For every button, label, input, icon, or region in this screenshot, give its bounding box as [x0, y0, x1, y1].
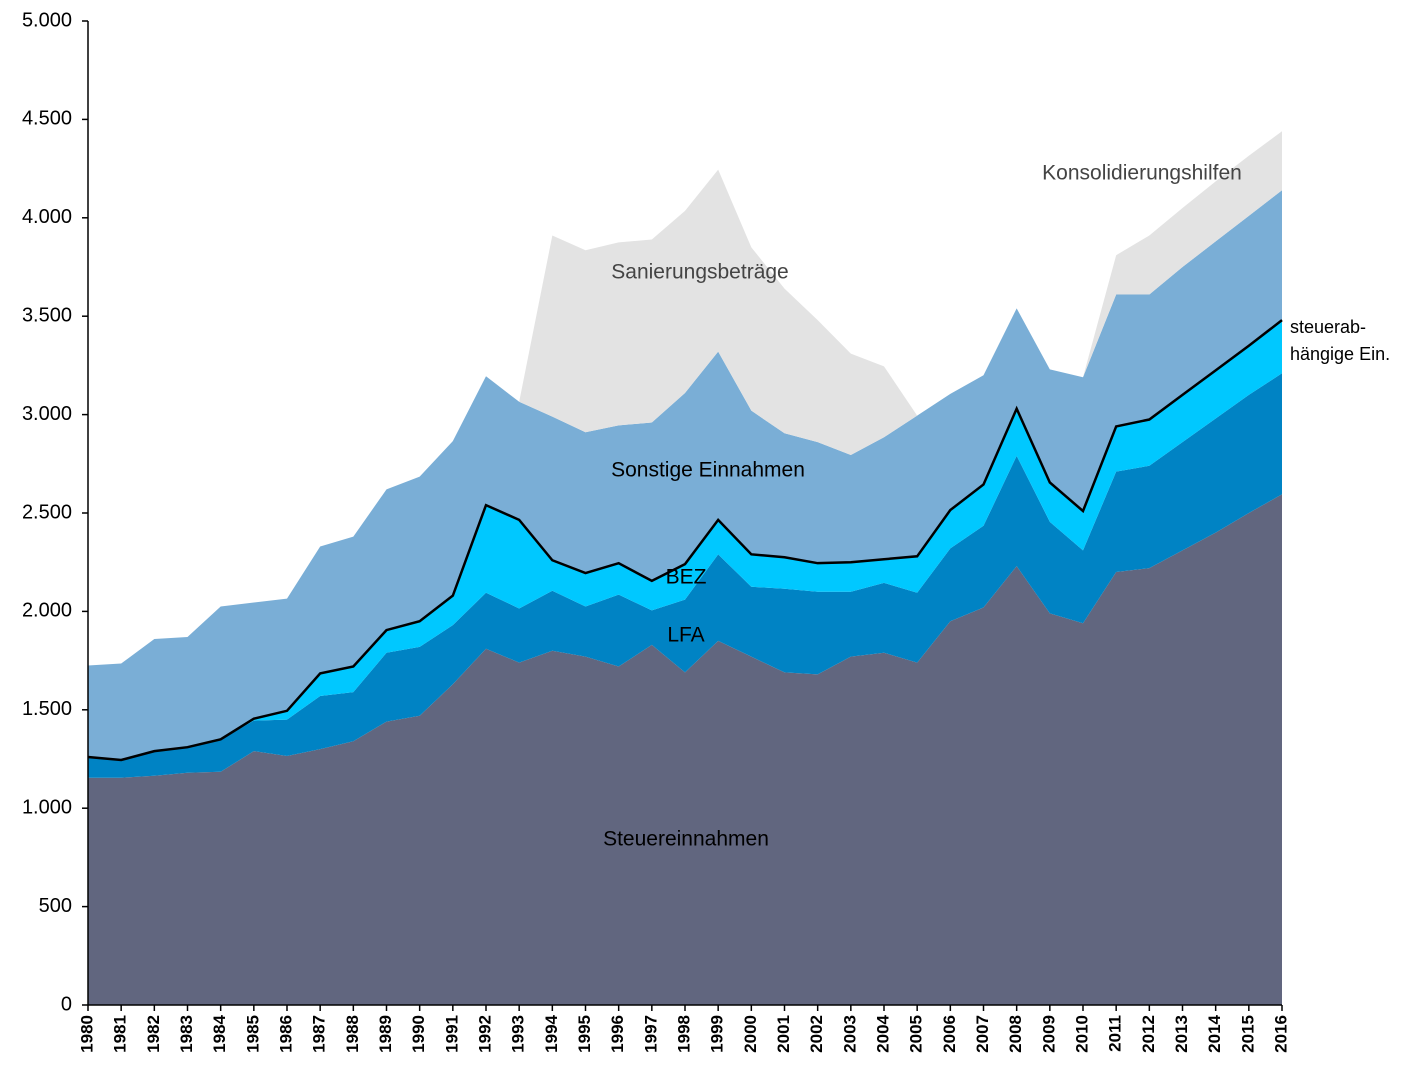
series-label: BEZ: [666, 566, 707, 589]
x-tick-label: 1988: [343, 1015, 362, 1053]
y-tick-label: 4.500: [22, 108, 72, 130]
annotation: hängige Ein.: [1290, 344, 1390, 364]
x-tick-label: 1992: [475, 1015, 494, 1053]
x-tick-label: 2005: [907, 1015, 926, 1053]
x-tick-label: 1998: [674, 1015, 693, 1053]
y-tick-label: 500: [39, 895, 72, 917]
x-tick-label: 2011: [1106, 1015, 1125, 1052]
series-label: LFA: [667, 624, 704, 647]
series-label: Sanierungsbeträge: [611, 261, 788, 284]
x-tick-label: 1981: [111, 1015, 130, 1053]
x-tick-label: 1983: [177, 1015, 196, 1053]
y-tick-label: 1.000: [22, 796, 72, 818]
series-label: Steuereinnahmen: [603, 828, 769, 851]
x-tick-label: 2001: [774, 1015, 793, 1053]
area: [88, 373, 1282, 778]
x-tick-label: 2009: [1039, 1015, 1058, 1053]
x-tick-label: 1987: [310, 1015, 329, 1053]
x-tick-label: 2007: [973, 1015, 992, 1053]
x-tick-label: 2006: [940, 1015, 959, 1053]
x-tick-label: 2010: [1072, 1015, 1091, 1053]
x-tick-label: 2002: [807, 1015, 826, 1053]
area: [519, 169, 918, 455]
y-tick-label: 0: [61, 993, 72, 1015]
y-tick-label: 1.500: [22, 698, 72, 720]
y-tick-label: 3.500: [22, 304, 72, 326]
x-tick-label: 1986: [276, 1015, 295, 1053]
x-tick-label: 2004: [873, 1014, 892, 1052]
y-tick-label: 2.500: [22, 501, 72, 523]
x-tick-label: 1985: [243, 1015, 262, 1053]
x-tick-label: 1995: [575, 1015, 594, 1053]
y-tick-label: 3.000: [22, 403, 72, 425]
area: [88, 494, 1282, 1005]
sum-line: [87, 319, 1283, 762]
area: [88, 190, 1282, 760]
y-tick-label: 5.000: [22, 9, 72, 31]
x-tick-label: 2008: [1006, 1015, 1025, 1053]
x-tick-label: 1980: [77, 1015, 96, 1053]
x-tick-label: 1991: [442, 1015, 461, 1053]
series-label: Konsolidierungshilfen: [1042, 162, 1242, 185]
area: [1083, 131, 1282, 378]
x-tick-label: 2013: [1172, 1015, 1191, 1053]
x-tick-label: 1994: [542, 1014, 561, 1052]
x-tick-label: 2016: [1271, 1015, 1290, 1053]
x-tick-label: 1990: [409, 1015, 428, 1053]
x-tick-label: 2015: [1238, 1015, 1257, 1053]
annotation: steuerab-: [1290, 317, 1366, 337]
x-tick-label: 1982: [144, 1015, 163, 1053]
x-tick-label: 2012: [1139, 1015, 1158, 1053]
x-tick-label: 2003: [840, 1015, 859, 1053]
x-tick-label: 2014: [1205, 1014, 1224, 1052]
series-label: Sonstige Einnahmen: [611, 459, 805, 482]
x-tick-label: 1984: [210, 1014, 229, 1052]
area: [88, 320, 1282, 760]
y-tick-label: 4.000: [22, 206, 72, 228]
x-tick-label: 1997: [641, 1015, 660, 1053]
x-tick-label: 2000: [741, 1015, 760, 1053]
x-tick-label: 1989: [376, 1015, 395, 1053]
x-tick-label: 1999: [708, 1015, 727, 1053]
x-tick-label: 1996: [608, 1015, 627, 1053]
x-tick-label: 1993: [509, 1015, 528, 1053]
y-tick-label: 2.000: [22, 600, 72, 622]
